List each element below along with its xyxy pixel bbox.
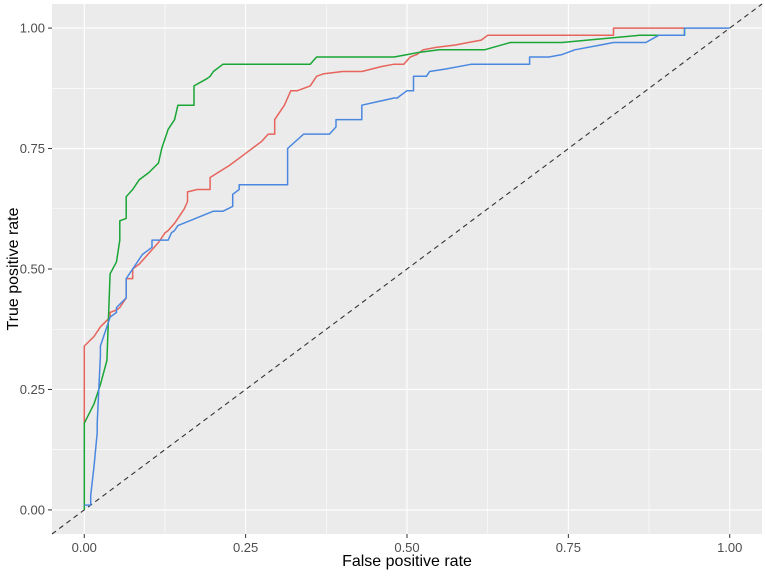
x-tick-label: 1.00 [717, 540, 742, 555]
y-tick-label: 0.75 [20, 141, 45, 156]
x-tick-label: 0.50 [394, 540, 419, 555]
roc-curve-2 [83, 28, 686, 510]
y-tick-label: 1.00 [20, 21, 45, 36]
x-tick-label: 0.75 [556, 540, 581, 555]
series-layer [83, 27, 730, 510]
y-tick-label: 0.50 [20, 262, 45, 277]
y-axis-title: True positive rate [5, 207, 22, 330]
x-tick-label: 0.00 [72, 540, 97, 555]
y-tick-label: 0.00 [20, 502, 45, 517]
y-tick-label: 0.25 [20, 382, 45, 397]
x-tick-label: 0.25 [233, 540, 258, 555]
x-axis-ticks: 0.00 0.25 0.50 0.75 1.00 [72, 534, 742, 555]
reference-line-layer [51, 3, 763, 535]
roc-curve-3 [84, 27, 730, 506]
x-axis-title: False positive rate [342, 553, 472, 570]
reference-diagonal-line [51, 3, 763, 535]
roc-curve-1 [83, 27, 685, 424]
y-axis-ticks: 0.00 0.25 0.50 0.75 1.00 [20, 21, 52, 517]
